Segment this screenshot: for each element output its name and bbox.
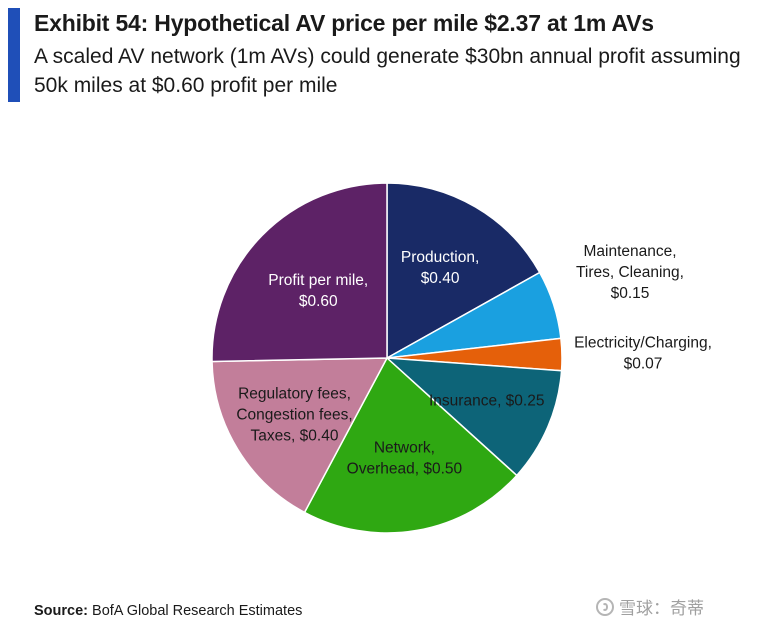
watermark: 雪球：奇蒂	[596, 594, 704, 619]
pie-slice-4	[384, 357, 563, 477]
pie-labels: Production, $0.40 Maintenance, Tires, Clean…	[236, 243, 712, 477]
source-note: Source: BofA Global Research Estimates	[34, 603, 302, 619]
slice-label-7: Profit per mile, $0.60	[268, 272, 368, 310]
snowball-logo-icon	[596, 597, 614, 616]
pie-slice-7	[211, 182, 388, 363]
pie-slice-5	[303, 356, 518, 534]
pie-slice-6	[211, 357, 389, 514]
pie-slices	[211, 182, 563, 534]
slice-label-4: Insurance, $0.25	[429, 393, 544, 410]
slice-label-6: Regulatory fees, Congestion fees, Taxes, $…	[236, 386, 352, 445]
exhibit-subtitle: A scaled AV network (1m AVs) could gener…	[34, 45, 741, 97]
source-text: BofA Global Research Estimates	[92, 603, 303, 619]
pie-slice-1	[386, 182, 541, 360]
slice-label-2: Maintenance, Tires, Cleaning, $0.15	[576, 243, 684, 302]
exhibit-title: Exhibit 54: Hypothetical AV price per mi…	[34, 10, 654, 36]
slice-label-3: Electricity/Charging, $0.07	[574, 335, 712, 373]
slice-label-5: Network, Overhead, $0.50	[347, 439, 463, 477]
header-accent-bar	[8, 8, 20, 102]
watermark-text: 雪球：奇蒂	[619, 599, 704, 618]
slice-label-1: Production, $0.40	[401, 249, 479, 287]
source-label: Source:	[34, 603, 88, 619]
